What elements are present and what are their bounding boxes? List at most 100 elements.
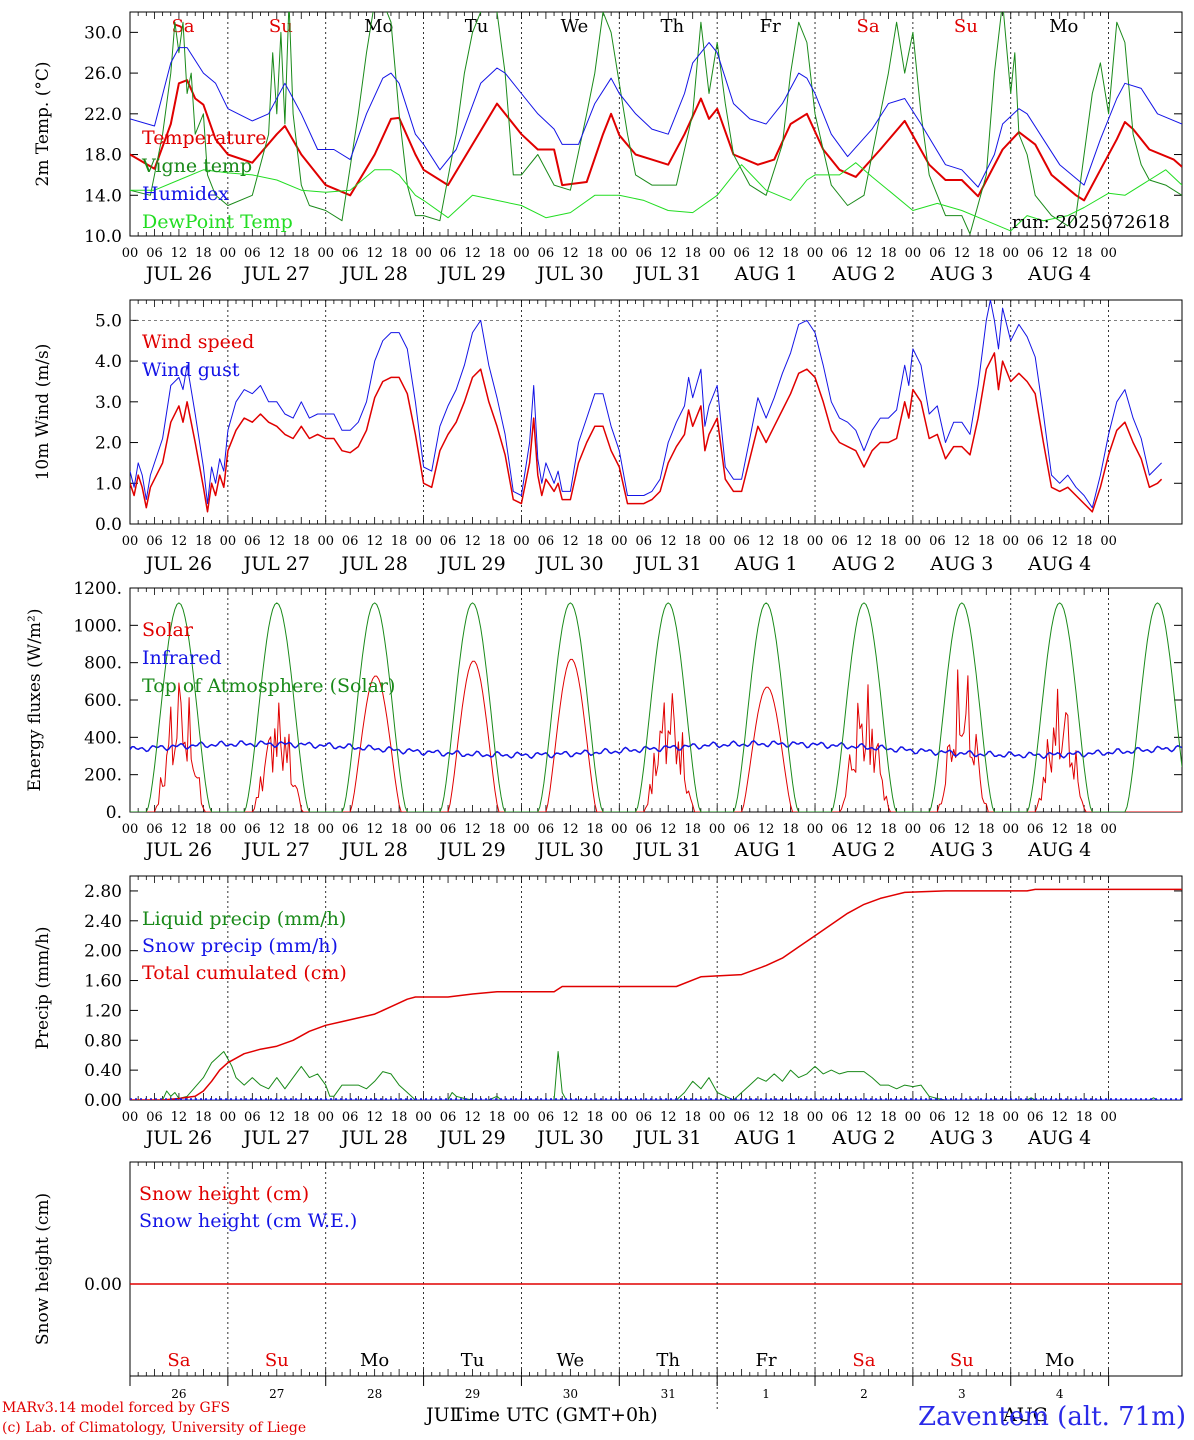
date-label: AUG 2 (831, 553, 895, 575)
date-label: JUL 30 (535, 263, 603, 285)
run-annotation: run: 2025072618 (1012, 212, 1170, 233)
bottom-day-number: 31 (661, 1387, 676, 1401)
hour-tick-label: 18 (880, 534, 897, 549)
hour-tick-label: 06 (733, 822, 750, 837)
date-label: JUL 29 (437, 263, 505, 285)
legend-entry: DewPoint Temp (142, 211, 293, 233)
hour-tick-label: 00 (415, 1110, 432, 1125)
y-tick-label: 0. (106, 803, 122, 823)
hour-tick-label: 18 (782, 534, 799, 549)
y-tick-label: 0.80 (84, 1031, 122, 1051)
plot-frame (129, 587, 1183, 813)
y-tick-label: 14.0 (84, 186, 122, 206)
hour-tick-label: 12 (562, 246, 579, 261)
hour-tick-label: 06 (538, 246, 555, 261)
series-line-solar (130, 658, 1182, 812)
hour-tick-label: 06 (1027, 246, 1044, 261)
hour-tick-label: 18 (195, 822, 212, 837)
hour-tick-label: 12 (464, 1110, 481, 1125)
hour-tick-label: 18 (782, 246, 799, 261)
hour-tick-label: 12 (366, 1110, 383, 1125)
hour-tick-label: 06 (538, 534, 555, 549)
hour-tick-label: 06 (831, 534, 848, 549)
hour-tick-label: 12 (660, 1110, 677, 1125)
legend-entry: Vigne temp (141, 155, 252, 177)
hour-tick-label: 00 (905, 822, 922, 837)
y-tick-label: 0.40 (84, 1061, 122, 1081)
date-label: AUG 2 (831, 263, 895, 285)
hour-tick-label: 06 (244, 246, 261, 261)
hour-tick-label: 18 (391, 246, 408, 261)
hour-tick-label: 18 (391, 822, 408, 837)
hour-tick-label: 00 (122, 822, 139, 837)
hour-tick-label: 00 (611, 534, 628, 549)
hour-tick-label: 06 (146, 534, 163, 549)
hour-tick-label: 18 (880, 1110, 897, 1125)
hour-tick-label: 18 (293, 534, 310, 549)
hour-tick-label: 12 (660, 822, 677, 837)
date-label: JUL 31 (633, 263, 701, 285)
hour-tick-label: 12 (269, 1110, 286, 1125)
y-tick-label: 1000. (73, 616, 122, 636)
hour-tick-label: 12 (856, 534, 873, 549)
hour-tick-label: 00 (1002, 822, 1019, 837)
hour-tick-label: 18 (1076, 246, 1093, 261)
hour-tick-label: 00 (1002, 1110, 1019, 1125)
date-label: JUL 31 (633, 1127, 701, 1149)
hour-tick-label: 06 (1027, 822, 1044, 837)
date-label: AUG 3 (929, 1127, 993, 1149)
panel-2: 0.0 1.0 2.0 3.0 4.0 5.0 10m Wind (m/s) 00 06 12 18… (33, 299, 1183, 575)
hour-tick-label: 18 (489, 1110, 506, 1125)
hour-tick-label: 18 (195, 534, 212, 549)
hour-tick-label: 00 (807, 534, 824, 549)
date-label: AUG 1 (734, 553, 798, 575)
date-label: JUL 30 (535, 553, 603, 575)
date-label: JUL 29 (437, 1127, 505, 1149)
hour-tick-label: 12 (464, 822, 481, 837)
hour-tick-label: 06 (733, 246, 750, 261)
date-label: AUG 4 (1027, 553, 1091, 575)
hour-tick-label: 06 (440, 246, 457, 261)
hour-tick-label: 06 (831, 822, 848, 837)
date-label: JUL 31 (633, 553, 701, 575)
hour-tick-label: 18 (880, 822, 897, 837)
series-line-wind-speed (130, 352, 1163, 513)
y-tick-label: 2.00 (84, 942, 122, 962)
hour-tick-label: 00 (317, 1110, 334, 1125)
series-line-infrared (130, 740, 1182, 759)
weekday-label: Mo (1049, 16, 1078, 37)
hour-tick-label: 12 (464, 246, 481, 261)
month-label-jul: JUL (426, 1404, 463, 1426)
hour-tick-label: 12 (758, 246, 775, 261)
series-group (130, 602, 1182, 812)
hour-tick-label: 00 (122, 246, 139, 261)
weekday-label: Su (269, 16, 293, 37)
weekday-label: Mo (364, 16, 393, 37)
hour-tick-label: 18 (684, 534, 701, 549)
hour-tick-label: 12 (758, 534, 775, 549)
y-axis-label: Precip (mm/h) (33, 926, 53, 1049)
date-label: AUG 2 (831, 1127, 895, 1149)
y-tick-label: 4.0 (95, 352, 122, 372)
y-tick-label: 600. (84, 691, 122, 711)
y-tick-label: 1.60 (84, 972, 122, 992)
hour-tick-label: 12 (562, 822, 579, 837)
series-line-wind-gust (130, 300, 1162, 509)
bottom-weekday-label: Mo (1045, 1350, 1074, 1371)
hour-tick-label: 06 (635, 1110, 652, 1125)
hour-tick-label: 06 (342, 1110, 359, 1125)
hour-tick-label: 06 (733, 534, 750, 549)
hour-tick-label: 06 (342, 822, 359, 837)
hour-tick-label: 00 (415, 246, 432, 261)
hour-tick-label: 18 (587, 534, 604, 549)
hour-tick-label: 12 (856, 1110, 873, 1125)
bottom-day-number: 26 (171, 1387, 186, 1401)
bottom-day-number: 29 (465, 1387, 480, 1401)
model-credit: MARv3.14 model forced by GFS (2, 1400, 231, 1416)
hour-tick-label: 18 (489, 246, 506, 261)
hour-tick-label: 00 (611, 246, 628, 261)
y-tick-label: 0.0 (95, 515, 122, 535)
date-label: JUL 29 (437, 839, 505, 861)
hour-tick-label: 12 (366, 246, 383, 261)
hour-tick-label: 06 (1027, 534, 1044, 549)
